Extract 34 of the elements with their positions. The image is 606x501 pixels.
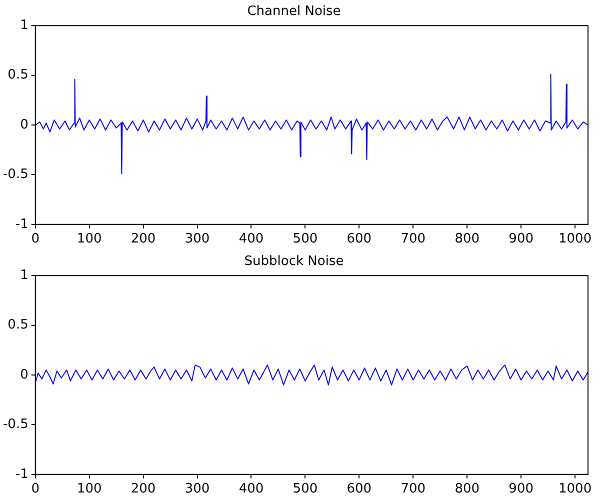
x-tick-label: 200 [130,232,156,247]
y-tick-label: 0 [20,117,28,132]
y-tick-label: -1 [15,216,28,232]
x-tick-label: 900 [508,482,534,497]
x-tick-label: 900 [508,232,534,247]
y-tick-label: 0 [20,367,28,382]
y-tick-label: -0.5 [2,417,28,432]
x-tick-label: 600 [346,232,372,247]
y-tick-label: 1 [20,18,28,33]
x-tick-label: 500 [292,232,318,247]
x-tick-label: 100 [76,232,102,247]
x-tick-label: 200 [130,482,156,497]
y-tick-label: 0.5 [8,68,28,83]
y-tick-label: 1 [20,268,28,283]
x-tick-label: 800 [454,232,480,247]
x-tick-label: 300 [184,232,210,247]
x-tick-label: 1000 [558,482,592,497]
x-tick-label: 100 [76,482,102,497]
x-tick-label: 800 [454,482,480,497]
y-tick-label: -0.5 [2,167,28,182]
x-tick-label: 600 [346,482,372,497]
chart-title: Subblock Noise [244,254,344,270]
x-tick-label: 400 [238,232,264,247]
x-tick-label: 700 [400,482,426,497]
chart-title: Channel Noise [247,4,341,20]
y-tick-label: 0.5 [8,318,28,333]
y-tick-label: -1 [15,466,28,482]
x-tick-label: 1000 [558,232,592,247]
x-tick-label: 700 [400,232,426,247]
x-tick-label: 500 [292,482,318,497]
x-tick-label: 400 [238,482,264,497]
x-tick-label: 0 [31,482,40,497]
x-tick-label: 300 [184,482,210,497]
x-tick-label: 0 [31,232,40,247]
